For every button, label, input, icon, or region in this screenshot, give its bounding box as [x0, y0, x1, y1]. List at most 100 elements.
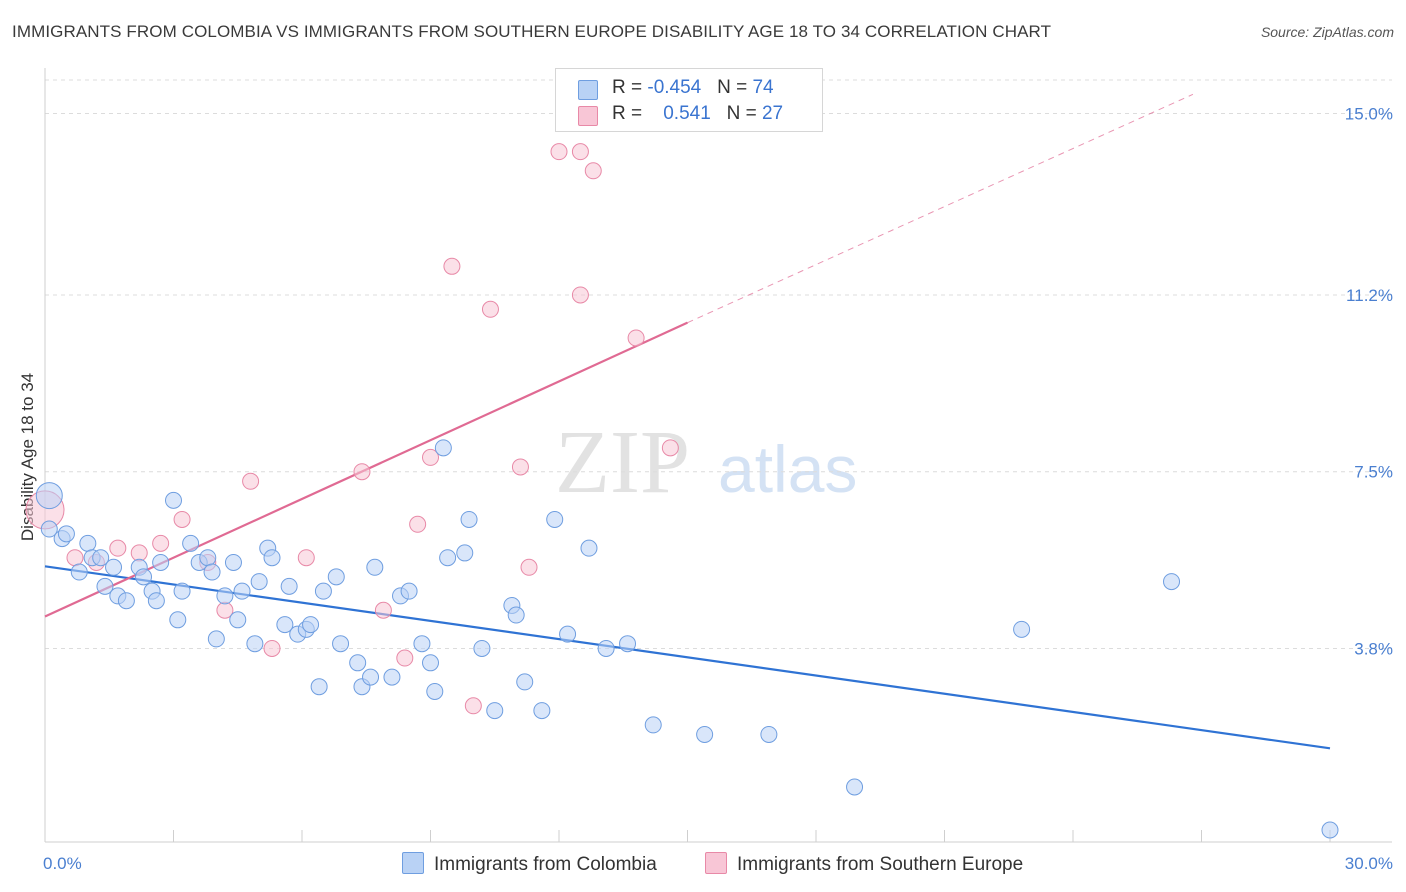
co-point-42 [349, 654, 367, 672]
co-point-11 [117, 592, 135, 610]
source-label: Source: ZipAtlas.com [1260, 24, 1394, 40]
se-point-12 [353, 463, 371, 481]
co-point-59 [507, 606, 525, 624]
co-point-20 [182, 534, 200, 552]
se-point-10 [263, 639, 281, 657]
se-point-20 [511, 458, 529, 476]
se-point-23 [571, 286, 589, 304]
bottom-legend-southern-europe-label: Immigrants from Southern Europe [737, 854, 1024, 875]
co-point-53 [439, 549, 457, 567]
y-tick-label-2: 11.2% [1346, 286, 1393, 305]
co-point-67 [644, 716, 662, 734]
co-point-3 [57, 525, 75, 543]
colombia-n-label: N = [717, 77, 753, 98]
trend-extension-southern-europe [687, 93, 1194, 324]
co-point-65 [597, 639, 615, 657]
co-point-39 [314, 582, 332, 600]
bottom-legend-colombia: Immigrants from Colombia [402, 852, 657, 876]
southern-europe-r-label: R = [612, 103, 648, 124]
co-point-60 [516, 673, 534, 691]
bottom-legend-colombia-label: Immigrants from Colombia [434, 854, 657, 875]
co-point-15 [147, 592, 165, 610]
co-point-63 [559, 625, 577, 643]
co-point-24 [207, 630, 225, 648]
co-point-33 [276, 616, 294, 634]
co-point-37 [302, 616, 320, 634]
co-point-19 [173, 582, 191, 600]
co-point-69 [760, 725, 778, 743]
grid-lines [45, 79, 1392, 649]
y-tick-label-0: 3.8% [1354, 639, 1393, 658]
watermark: ZIP atlas [555, 413, 857, 512]
se-point-5 [152, 534, 170, 552]
bottom-legend-southern-europe-swatch [705, 852, 727, 874]
co-point-7 [92, 549, 110, 567]
southern-europe-n-value: 27 [761, 103, 784, 124]
y-tick-label-1: 7.5% [1354, 463, 1393, 482]
co-point-38 [310, 678, 328, 696]
co-point-16 [152, 553, 170, 571]
co-point-9 [105, 558, 123, 576]
colombia-n-value: 74 [752, 77, 774, 98]
co-point-54 [456, 544, 474, 562]
se-point-6 [173, 510, 191, 528]
co-point-23 [203, 563, 221, 581]
se-point-9 [242, 472, 260, 490]
se-point-3 [109, 539, 127, 557]
co-point-28 [233, 582, 251, 600]
correlation-legend: R = -0.454 N = 74 R = 0.541 N = 27 [555, 68, 823, 132]
co-point-22 [199, 549, 217, 567]
bottom-legend-southern-europe: Immigrants from Southern Europe [705, 852, 1023, 876]
co-point-34 [280, 577, 298, 595]
se-point-15 [409, 515, 427, 533]
co-point-5 [79, 534, 97, 552]
tick-labels: 3.8% 7.5% 11.2% 15.0% 0.0% 30.0% [43, 104, 1393, 873]
co-point-66 [619, 635, 637, 653]
southern-europe-n-label: N = [726, 103, 762, 124]
colombia-r-label: R = [612, 77, 648, 98]
co-point-62 [546, 510, 564, 528]
se-point-16 [422, 448, 439, 466]
co-point-44 [362, 668, 380, 686]
co-point-46 [383, 668, 401, 686]
co-point-45 [366, 558, 384, 576]
se-point-14 [396, 649, 414, 667]
co-point-30 [250, 573, 268, 591]
southern-europe-swatch [578, 106, 598, 126]
se-point-19 [481, 300, 499, 318]
se-point-25 [584, 162, 602, 180]
co-point-17 [169, 611, 187, 629]
co-point-8 [96, 577, 114, 595]
x-tick-label-0: 0.0% [43, 854, 82, 873]
se-point-24 [571, 143, 589, 161]
co-point-1 [40, 520, 58, 538]
axes [44, 68, 1392, 843]
co-point-26 [224, 553, 242, 571]
co-point-49 [413, 635, 431, 653]
co-point-56 [473, 639, 491, 657]
co-point-71 [1163, 573, 1181, 591]
co-point-13 [135, 568, 153, 586]
co-point-48 [400, 582, 418, 600]
se-point-13 [374, 601, 392, 619]
co-point-40 [327, 568, 345, 586]
co-point-29 [246, 635, 264, 653]
trend-line-colombia [44, 565, 1331, 750]
se-point-1 [66, 549, 84, 567]
se-point-4 [130, 544, 148, 562]
chart-title: IMMIGRANTS FROM COLOMBIA VS IMMIGRANTS F… [12, 22, 1052, 41]
colombia-r-value: -0.454 [647, 77, 702, 98]
se-point-18 [464, 697, 482, 715]
bottom-legend-colombia-swatch [402, 852, 424, 874]
watermark-zip: ZIP [555, 413, 690, 512]
southern-europe-r-value: 0.541 [663, 103, 711, 124]
colombia-swatch [578, 80, 598, 100]
co-point-55 [460, 510, 478, 528]
watermark-atlas: atlas [718, 432, 857, 506]
co-point-32 [263, 549, 281, 567]
co-point-51 [426, 682, 444, 700]
se-point-26 [627, 329, 645, 347]
co-point-18 [165, 491, 182, 509]
se-point-17 [443, 257, 461, 275]
